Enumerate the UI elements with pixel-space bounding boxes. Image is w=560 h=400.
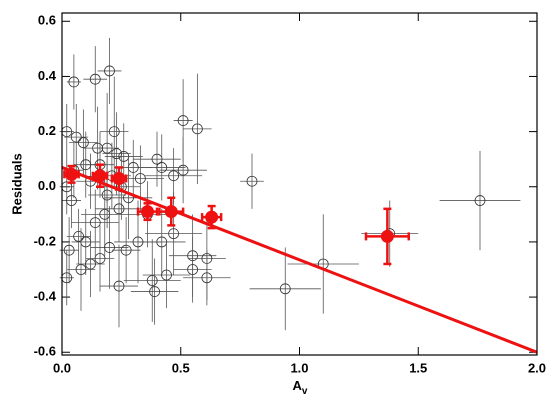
point [63,244,75,256]
point [70,131,82,143]
point [177,164,189,176]
y-tick-label: -0.2 [34,233,56,248]
point [75,264,87,275]
point [113,203,125,215]
plot-frame [61,12,538,356]
y-tick-label: -0.6 [34,344,56,359]
point [279,283,291,295]
fit-line [61,166,538,354]
y-tick-label: 0.0 [38,178,56,193]
point [380,229,394,243]
point [201,272,213,284]
y-tick-label: 0.4 [38,68,57,83]
point [104,242,115,253]
y-tick-label: 0.6 [38,13,56,28]
x-tick-label: 1.0 [290,360,308,375]
point [85,258,96,270]
point [168,170,180,182]
point [168,228,180,240]
point [177,115,189,126]
point [104,65,115,77]
point [141,205,154,219]
point [132,236,144,248]
point [146,275,158,286]
point [474,195,486,206]
point [68,76,80,88]
point [134,173,146,184]
y-axis-label: Residuals [9,153,24,214]
y-tick-label: -0.4 [34,289,57,304]
point [89,73,101,85]
x-axis-label: Av [293,378,308,396]
point [113,280,125,292]
point [120,244,132,256]
point [66,195,77,206]
point [246,175,258,187]
point [156,162,168,173]
point [89,217,101,229]
x-axis-label-main: A [293,378,303,393]
point [73,231,85,242]
point [94,253,106,264]
point [191,123,203,135]
point [112,171,126,185]
point [205,210,219,224]
y-tick-label: 0.2 [38,123,56,138]
point [108,126,120,137]
point [149,286,161,297]
x-tick-label: 0.5 [172,360,190,375]
point [161,269,172,281]
x-tick-label: 2.0 [528,360,546,375]
x-tick-label: 1.5 [409,360,427,375]
point [77,137,89,149]
point [187,264,199,275]
x-axis-label-sub: v [302,386,308,397]
x-tick-label: 0.0 [53,360,71,375]
